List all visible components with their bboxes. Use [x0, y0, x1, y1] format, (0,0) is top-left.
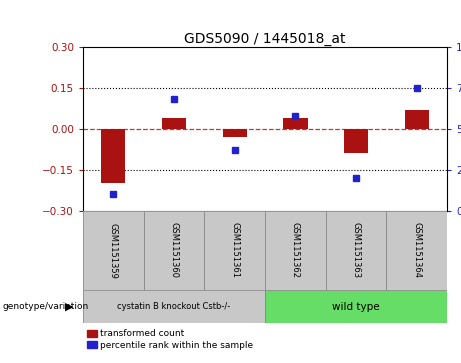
Text: wild type: wild type	[332, 302, 380, 312]
Legend: transformed count, percentile rank within the sample: transformed count, percentile rank withi…	[88, 329, 253, 350]
Title: GDS5090 / 1445018_at: GDS5090 / 1445018_at	[184, 32, 346, 46]
Bar	[101, 129, 125, 183]
Bar	[144, 211, 204, 290]
Bar	[204, 211, 265, 290]
Text: GSM1151364: GSM1151364	[412, 223, 421, 278]
Bar	[344, 129, 368, 154]
Text: cystatin B knockout Cstb-/-: cystatin B knockout Cstb-/-	[118, 302, 230, 311]
Bar	[265, 290, 447, 323]
Bar	[223, 129, 247, 137]
Bar	[265, 211, 326, 290]
Text: GSM1151361: GSM1151361	[230, 223, 239, 278]
Bar	[405, 110, 429, 129]
Text: GSM1151360: GSM1151360	[170, 223, 178, 278]
Text: GSM1151362: GSM1151362	[291, 223, 300, 278]
Text: genotype/variation: genotype/variation	[2, 302, 89, 311]
Text: GSM1151363: GSM1151363	[352, 223, 361, 278]
Bar	[83, 290, 265, 323]
Bar	[83, 211, 144, 290]
Bar	[162, 118, 186, 129]
Bar	[386, 211, 447, 290]
Bar	[283, 118, 307, 129]
Bar	[326, 211, 386, 290]
Text: GSM1151359: GSM1151359	[109, 223, 118, 278]
Text: ▶: ▶	[65, 302, 74, 312]
